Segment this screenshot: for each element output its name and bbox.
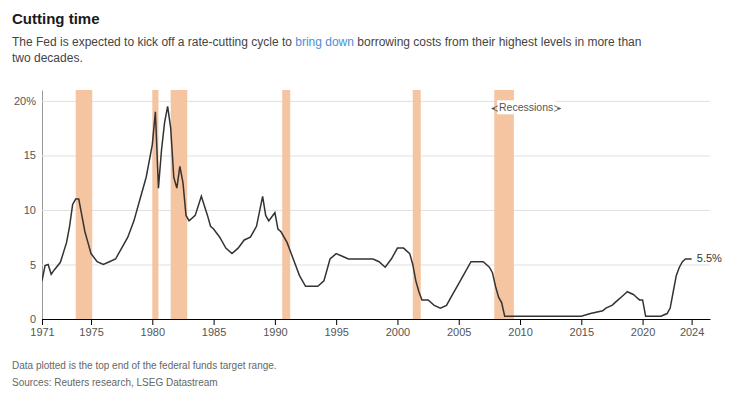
tick-label: 1990 <box>263 326 287 338</box>
tick-mark <box>275 319 276 325</box>
tick-label: 2024 <box>680 326 704 338</box>
plot: 0 5 10 15 20% 1971 1975 1980 1985 1990 1995 2000 200… <box>14 90 722 338</box>
subtitle-run: borrowing costs from their highest level… <box>354 35 641 49</box>
annotation: 5.5% <box>697 252 722 264</box>
tick-mark <box>643 319 644 325</box>
subtitle-run: bring down <box>295 35 354 49</box>
grid-line <box>42 210 710 211</box>
tick-mark <box>91 319 92 325</box>
x-tick: 1995 <box>324 319 348 338</box>
x-tick: 1975 <box>79 319 103 338</box>
tick-mark <box>42 319 43 325</box>
title: Cutting time <box>12 10 100 27</box>
recession-label: Recessions <box>499 101 553 113</box>
x-tick: 1985 <box>202 319 226 338</box>
rate-line <box>42 106 692 316</box>
y-tick: 20% <box>14 95 710 107</box>
grid-line <box>42 264 710 265</box>
x-tick: 1971 <box>30 319 54 338</box>
tick-mark <box>692 319 693 325</box>
tick-label: 15 <box>24 149 36 161</box>
tick-label: 2005 <box>447 326 471 338</box>
x-tick: 2024 <box>680 319 704 338</box>
y-tick: 10 <box>24 204 710 216</box>
tick-label: 1980 <box>141 326 165 338</box>
tick-mark <box>152 319 153 325</box>
tick-mark <box>397 319 398 325</box>
tick-label: 10 <box>24 204 36 216</box>
grid-line <box>42 155 710 156</box>
tick-mark <box>336 319 337 325</box>
x-tick: 1980 <box>141 319 165 338</box>
tick-mark <box>520 319 521 325</box>
recession-band <box>76 90 93 319</box>
tick-label: 2015 <box>570 326 594 338</box>
grid-line <box>42 101 710 102</box>
recession-arrow <box>557 108 560 109</box>
recession-arrow <box>492 108 495 109</box>
axis-line <box>42 91 43 320</box>
tick-label: 2000 <box>386 326 410 338</box>
x-tick: 1990 <box>263 319 287 338</box>
tick-label: 2010 <box>508 326 532 338</box>
y-axis: 0 5 10 15 20% <box>14 91 710 326</box>
subtitle-run: The Fed is expected to kick off a rate-c… <box>12 35 295 49</box>
grid-line <box>42 319 710 320</box>
label-background <box>497 100 555 114</box>
chart-svg: Cutting time The Fed is expected to kick … <box>0 0 750 407</box>
data-layer <box>42 90 692 319</box>
tick-label: 0 <box>30 313 36 325</box>
tick-label: 2020 <box>631 326 655 338</box>
footnote: Sources: Reuters research, LSEG Datastre… <box>12 377 218 388</box>
subtitle-line: The Fed is expected to kick off a rate-c… <box>12 35 641 49</box>
recession-band <box>494 90 514 319</box>
x-axis: 1971 1975 1980 1985 1990 1995 2000 2005 2010 2015… <box>30 319 710 338</box>
tick-label: 1985 <box>202 326 226 338</box>
y-tick: 5 <box>30 258 710 270</box>
x-tick: 2010 <box>508 319 532 338</box>
tick-label: 1995 <box>324 326 348 338</box>
y-tick: 0 <box>30 313 710 325</box>
tick-label: 5 <box>30 258 36 270</box>
tick-mark <box>581 319 582 325</box>
annotations: Recessions 5.5% <box>492 100 722 264</box>
chart-container: Cutting time The Fed is expected to kick … <box>0 0 750 407</box>
y-tick: 15 <box>24 149 710 161</box>
subtitle: The Fed is expected to kick off a rate-c… <box>12 35 641 65</box>
subtitle-line: two decades. <box>12 51 83 65</box>
recession-band <box>282 90 290 319</box>
tick-label: 1971 <box>30 326 54 338</box>
footnote: Data plotted is the top end of the feder… <box>12 360 277 371</box>
x-tick: 2005 <box>447 319 471 338</box>
axis-line <box>43 319 711 320</box>
tick-mark <box>459 319 460 325</box>
x-tick: 2015 <box>570 319 594 338</box>
tick-mark <box>214 319 215 325</box>
subtitle-run: two decades. <box>12 51 83 65</box>
tick-label: 20% <box>14 95 36 107</box>
x-tick: 2020 <box>631 319 655 338</box>
x-tick: 2000 <box>386 319 410 338</box>
tick-label: 1975 <box>79 326 103 338</box>
